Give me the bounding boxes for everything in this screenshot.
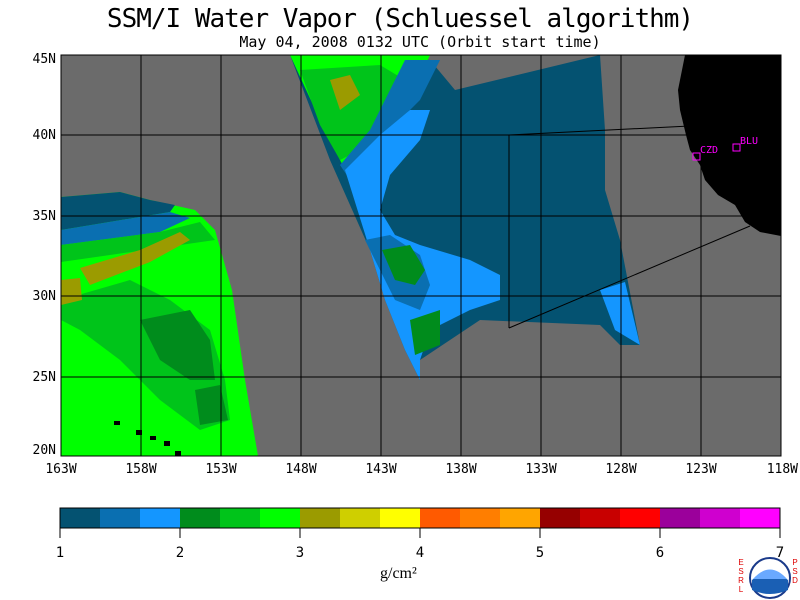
colorbar-swatch xyxy=(300,508,341,528)
map-frame xyxy=(60,54,782,457)
lat-label: 35N xyxy=(32,209,56,224)
colorbar-tick-label: 3 xyxy=(295,545,305,561)
hawaii-islands xyxy=(114,421,181,456)
colorbar-swatch xyxy=(460,508,501,528)
colorbar-swatch xyxy=(220,508,261,528)
lon-label: 163W xyxy=(45,462,77,477)
lon-label: 128W xyxy=(605,462,637,477)
colorbar-swatch xyxy=(660,508,701,528)
colorbar-swatch xyxy=(540,508,581,528)
lat-label: 45N xyxy=(32,52,56,67)
lon-label: 138W xyxy=(445,462,477,477)
lat-label: 20N xyxy=(32,443,56,458)
colorbar-swatch xyxy=(60,508,101,528)
colorbar-tick-label: 5 xyxy=(535,545,545,561)
colorbar xyxy=(60,508,781,528)
colorbar-ticks xyxy=(59,528,781,538)
map-subtitle: May 04, 2008 0132 UTC (Orbit start time) xyxy=(239,33,601,51)
colorbar-swatch xyxy=(620,508,661,528)
lon-label: 118W xyxy=(766,462,798,477)
map-title: SSM/I Water Vapor (Schluessel algorithm) xyxy=(106,4,694,34)
colorbar-swatch xyxy=(340,508,381,528)
lon-label: 133W xyxy=(525,462,557,477)
colorbar-swatch xyxy=(180,508,221,528)
station-czd-label: CZD xyxy=(700,145,719,156)
colorbar-tick-label: 2 xyxy=(175,545,185,561)
colorbar-swatch xyxy=(140,508,181,528)
colorbar-units: g/cm² xyxy=(380,565,417,582)
colorbar-tick-label: 7 xyxy=(775,545,785,561)
land-california xyxy=(678,55,781,236)
left-swath xyxy=(61,192,258,456)
colorbar-swatch xyxy=(740,508,781,528)
colorbar-swatch xyxy=(700,508,741,528)
colorbar-swatch xyxy=(380,508,421,528)
lat-label: 25N xyxy=(32,370,56,385)
lon-label: 148W xyxy=(285,462,317,477)
colorbar-swatch xyxy=(580,508,621,528)
station-blu-marker xyxy=(732,143,741,152)
lon-label: 123W xyxy=(685,462,717,477)
analysis-sector xyxy=(508,125,751,329)
lon-label: 153W xyxy=(205,462,237,477)
colorbar-tick-label: 6 xyxy=(655,545,665,561)
colorbar-tick-label: 4 xyxy=(415,545,425,561)
lat-label: 40N xyxy=(32,128,56,143)
noaa-logo-icon xyxy=(749,557,791,599)
colorbar-swatch xyxy=(260,508,301,528)
lon-label: 158W xyxy=(125,462,157,477)
station-blu-label: BLU xyxy=(740,136,759,147)
colorbar-swatch xyxy=(500,508,541,528)
colorbar-swatch xyxy=(420,508,461,528)
station-czd-marker xyxy=(692,152,701,161)
colorbar-tick-label: 1 xyxy=(55,545,65,561)
colorbar-swatch xyxy=(100,508,141,528)
map-grid xyxy=(61,55,781,456)
lat-label: 30N xyxy=(32,289,56,304)
lon-label: 143W xyxy=(365,462,397,477)
center-swath xyxy=(290,55,640,380)
